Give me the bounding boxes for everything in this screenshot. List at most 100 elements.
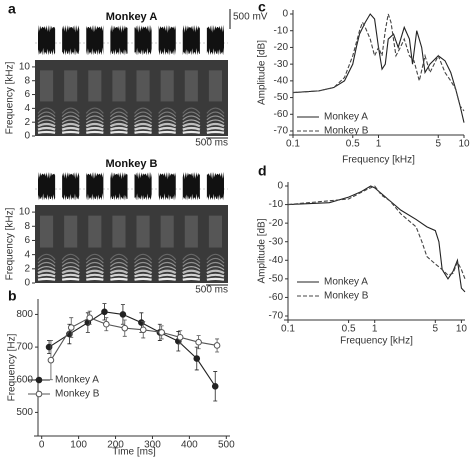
harmonic: [85, 257, 104, 264]
series-line: [50, 317, 218, 361]
waveform: [38, 172, 56, 201]
y-tick-label: 2: [24, 117, 30, 128]
marker: [193, 355, 201, 362]
y-tick-label: 4: [24, 103, 30, 114]
marker: [176, 333, 184, 341]
harmonic: [109, 107, 128, 114]
x-tick-label: 300: [144, 440, 161, 451]
harmonic: [37, 257, 56, 264]
harmonic: [134, 126, 152, 131]
noise: [112, 70, 126, 102]
harmonic: [182, 269, 201, 275]
harmonic: [134, 273, 153, 278]
y-tick-label: 600: [16, 374, 33, 385]
marker: [47, 356, 55, 364]
harmonic: [61, 122, 80, 128]
harmonic: [110, 119, 128, 124]
y-tick-label: -30: [269, 236, 284, 247]
waveform: [86, 25, 104, 56]
harmonic: [85, 266, 104, 271]
y-axis-label: Amplitude [dB]: [257, 40, 268, 105]
harmonic: [37, 130, 56, 134]
harmonic: [206, 277, 225, 281]
noise: [208, 215, 222, 248]
legend-label: Monkey B: [324, 291, 369, 302]
waveform: [206, 25, 224, 56]
harmonic: [85, 119, 104, 124]
harmonic: [61, 126, 80, 131]
harmonic: [158, 119, 177, 124]
harmonic: [85, 253, 104, 261]
harmonic: [206, 115, 225, 121]
harmonic: [85, 269, 104, 275]
marker: [211, 382, 219, 390]
y-tick-label: -70: [274, 126, 289, 137]
marker: [67, 324, 75, 331]
noise: [64, 70, 78, 102]
waveform: [206, 172, 224, 201]
x-tick-label: 100: [70, 440, 87, 451]
y-tick-label: 4: [24, 249, 30, 260]
harmonic: [134, 261, 153, 267]
scale-label: 500 ms: [195, 285, 228, 296]
waveform: [110, 25, 128, 56]
harmonic: [85, 261, 104, 267]
harmonic: [206, 266, 225, 271]
x-tick-label: 0.5: [346, 139, 360, 150]
marker: [213, 342, 221, 349]
harmonic: [182, 277, 201, 281]
marker: [101, 308, 108, 316]
harmonic: [109, 269, 129, 275]
x-tick-label: 5: [435, 139, 441, 150]
harmonic: [85, 111, 104, 118]
x-tick-label: 0.1: [281, 324, 295, 335]
harmonic: [61, 257, 80, 264]
harmonic: [61, 266, 80, 271]
legend-label: Monkey A: [324, 112, 368, 123]
panel-label: d: [258, 163, 267, 179]
harmonic: [85, 122, 104, 128]
harmonic: [182, 119, 201, 124]
harmonic: [61, 107, 80, 114]
noise: [40, 70, 54, 102]
harmonic: [134, 277, 152, 281]
harmonic: [86, 277, 104, 281]
waveform: [134, 25, 152, 56]
waveform: [182, 172, 200, 201]
y-tick-label: 0: [24, 278, 30, 289]
harmonic: [61, 253, 80, 261]
y-tick-label: 500: [16, 407, 33, 418]
harmonic: [158, 257, 177, 264]
harmonic: [110, 130, 128, 134]
x-tick-label: 1: [372, 324, 378, 335]
harmonic: [109, 115, 128, 121]
legend-label: Monkey A: [324, 277, 368, 288]
y-tick-label: -50: [274, 92, 289, 103]
harmonic: [85, 273, 104, 278]
x-tick-label: 0.5: [342, 324, 356, 335]
harmonic: [182, 261, 201, 267]
waveform: [86, 172, 104, 201]
harmonic: [37, 119, 56, 124]
harmonic: [158, 111, 177, 118]
marker: [45, 343, 53, 351]
harmonic: [206, 257, 225, 264]
legend-label: Monkey B: [55, 389, 100, 400]
harmonic: [182, 257, 201, 264]
noise: [88, 215, 102, 248]
harmonic: [37, 122, 56, 128]
legend-label: Monkey A: [55, 375, 99, 386]
y-tick-label: 8: [24, 221, 30, 232]
noise: [136, 215, 150, 248]
harmonic: [37, 115, 56, 121]
marker: [195, 338, 202, 346]
harmonic: [61, 130, 80, 134]
y-tick-label: 0: [282, 9, 288, 20]
noise: [208, 70, 222, 102]
harmonic: [206, 107, 225, 114]
series-line: [48, 311, 216, 387]
harmonic: [37, 253, 56, 261]
harmonic: [158, 130, 176, 134]
y-tick-label: -10: [274, 25, 289, 36]
